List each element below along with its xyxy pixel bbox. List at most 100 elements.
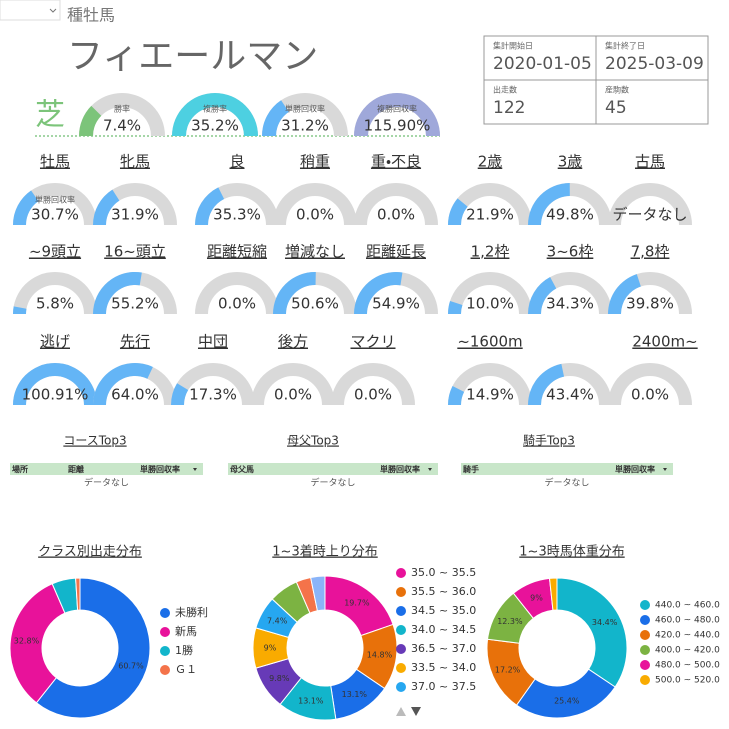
legend-swatch xyxy=(640,630,650,640)
slice-label: 19.7% xyxy=(344,599,370,608)
gauge-fill xyxy=(608,274,641,314)
gauge-value: 30.7% xyxy=(31,206,79,224)
legend-swatch xyxy=(640,660,650,670)
gauge-category: 良 xyxy=(229,153,244,171)
gauge-category: 重・不良 xyxy=(371,153,421,171)
gauge-value: データなし xyxy=(612,206,687,224)
gauge-fill xyxy=(528,277,557,314)
slice-label: 9% xyxy=(264,644,277,653)
gauge-value: 50.6% xyxy=(291,295,339,313)
table-empty: データなし xyxy=(84,477,129,489)
gauge-label: 勝率 xyxy=(114,104,130,114)
chart-title: クラス別出走分布 xyxy=(38,545,142,560)
gauge-category: ~9頭立 xyxy=(29,243,81,261)
legend-label: 500.0 ~ 520.0 xyxy=(655,676,720,686)
gauge-category: マクリ xyxy=(350,333,395,351)
table-column: 場所 xyxy=(12,464,28,474)
page-down[interactable] xyxy=(411,707,421,716)
gauge-label: 複勝率 xyxy=(203,104,227,114)
gauge-category: 稍重 xyxy=(300,153,330,171)
table-title: コースTop3 xyxy=(63,434,126,448)
gauge-category: ~1600m xyxy=(457,333,522,351)
table-title: 母父Top3 xyxy=(287,434,339,448)
gauge-fill xyxy=(528,183,570,225)
gauge-fill xyxy=(92,362,153,405)
table-empty: データなし xyxy=(544,477,589,489)
table-column: 単勝回収率 xyxy=(380,464,420,474)
legend-swatch xyxy=(396,587,406,597)
gauge-track xyxy=(273,183,357,225)
legend-swatch xyxy=(640,675,650,685)
gauge-value: 0.0% xyxy=(377,206,415,224)
gauge-value: 14.9% xyxy=(466,386,514,404)
stat-value: 2025-03-09 xyxy=(605,54,704,74)
gauge-fill xyxy=(354,271,403,314)
gauge-fill xyxy=(13,363,97,405)
stat-value: 2020-01-05 xyxy=(493,54,592,74)
gauge-category: 牝馬 xyxy=(120,153,150,171)
legend-label: 1勝 xyxy=(175,643,193,657)
slice-label: 7.4% xyxy=(267,616,288,625)
donut-slice xyxy=(75,577,81,611)
legend-swatch xyxy=(160,627,170,637)
table-header xyxy=(461,463,673,475)
gauge-category: 3~6枠 xyxy=(547,243,594,261)
sort-icon xyxy=(663,468,667,471)
gauge-value: 31.2% xyxy=(281,117,329,135)
legend-label: 35.5 ~ 36.0 xyxy=(411,585,476,598)
gauge-track xyxy=(448,272,532,314)
gauge-track xyxy=(79,93,165,136)
slice-label: 9% xyxy=(530,594,543,603)
legend-swatch xyxy=(396,644,406,654)
table-header xyxy=(228,463,438,475)
chart-title: 1~3着時上り分布 xyxy=(272,544,377,560)
gauge-label: 単勝回収率 xyxy=(285,104,325,114)
gauge-track xyxy=(608,183,692,225)
gauge-value: 39.8% xyxy=(626,295,674,313)
gauge-fill xyxy=(13,190,39,225)
legend-swatch xyxy=(160,608,170,618)
legend-swatch xyxy=(396,606,406,616)
table-column: 単勝回収率 xyxy=(140,464,180,474)
gauge-category: 後方 xyxy=(278,333,308,351)
gauge-track xyxy=(354,183,438,225)
horse-name: フィエールマン xyxy=(67,36,318,77)
gauge-value: 7.4% xyxy=(103,117,141,135)
legend-label: 34.5 ~ 35.0 xyxy=(411,604,476,617)
gauge-value: 0.0% xyxy=(631,386,669,404)
donut-slice xyxy=(548,577,558,611)
table-column: 単勝回収率 xyxy=(615,464,655,474)
slice-label: 17.2% xyxy=(495,665,521,674)
selector[interactable] xyxy=(0,0,61,21)
page-up[interactable] xyxy=(396,707,406,716)
gauge-category: 中団 xyxy=(198,333,228,351)
gauge-fill xyxy=(448,198,468,225)
slice-label: 12.3% xyxy=(497,617,523,626)
surface: 芝 xyxy=(35,98,65,133)
legend-label: 420.0 ~ 440.0 xyxy=(655,631,720,641)
table-empty: データなし xyxy=(310,477,355,489)
slice-label: 32.8% xyxy=(14,636,40,645)
stat-value: 122 xyxy=(493,98,525,118)
stat-box xyxy=(483,35,597,81)
gauge-category: 2400m~ xyxy=(632,333,697,351)
gauge-track xyxy=(251,363,335,405)
table-header xyxy=(10,463,203,475)
gauge-fill xyxy=(195,187,225,225)
stat-label: 集計開始日 xyxy=(493,41,533,51)
legend-swatch xyxy=(396,625,406,635)
gauge-track xyxy=(448,183,532,225)
gauge-value: 55.2% xyxy=(111,295,159,313)
gauge-value: 35.3% xyxy=(213,206,261,224)
slice-label: 25.4% xyxy=(554,697,580,706)
legend-swatch xyxy=(396,568,406,578)
gauge-fill xyxy=(93,272,142,314)
section-label: 種牡馬 xyxy=(67,6,115,25)
stat-label: 出走数 xyxy=(493,85,517,95)
gauge-fill xyxy=(79,105,102,136)
slice-label: 60.7% xyxy=(118,661,144,670)
gauge-track xyxy=(13,272,97,314)
gauge-category: 1,2枠 xyxy=(471,243,510,261)
stat-value: 45 xyxy=(605,98,627,118)
